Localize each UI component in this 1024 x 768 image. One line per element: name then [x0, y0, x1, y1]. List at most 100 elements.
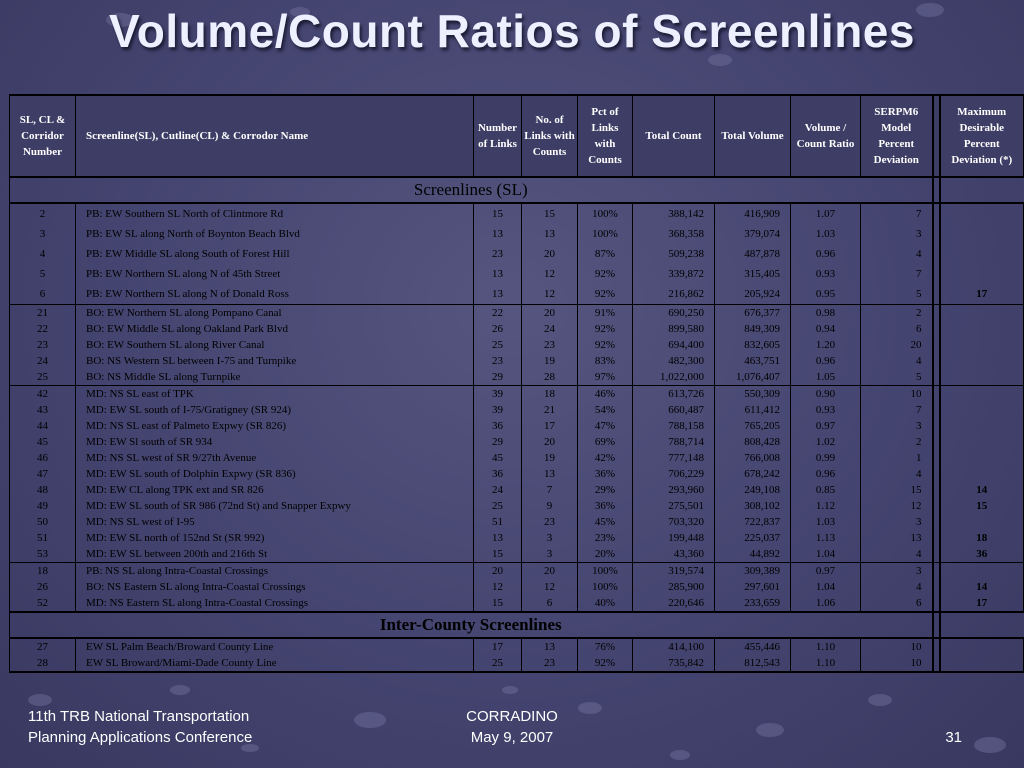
cell-max-deviation — [939, 321, 1024, 337]
cell-pct-links: 92% — [577, 655, 633, 673]
cell-vc-ratio: 0.95 — [790, 284, 861, 305]
cell-num-links: 22 — [473, 304, 522, 321]
cell-vc-ratio: 1.04 — [790, 579, 861, 595]
cell-gap — [931, 498, 941, 514]
cell-sl-number: 18 — [9, 562, 76, 579]
cell-sl-number: 4 — [9, 244, 76, 264]
cell-total-count: 285,900 — [632, 579, 715, 595]
cell-name: BO: EW Northern SL along Pompano Canal — [75, 304, 474, 321]
table-row: 46 MD: NS SL west of SR 9/27th Avenue 45 19… — [9, 450, 1024, 466]
cell-sl-number: 2 — [9, 202, 76, 224]
cell-name: PB: EW Middle SL along South of Forest H… — [75, 244, 474, 264]
cell-max-deviation — [939, 637, 1024, 655]
header-max-deviation: Maximum Desirable Percent Deviation (*) — [939, 95, 1024, 177]
table-row: 50 MD: NS SL west of I-95 51 23 45% 703,320 72… — [9, 514, 1024, 530]
cell-max-deviation — [939, 562, 1024, 579]
cell-serpm-deviation: 4 — [860, 244, 933, 264]
cell-counted-links: 9 — [521, 498, 578, 514]
table-row: 18 PB: NS SL along Intra-Coastal Crossing… — [9, 562, 1024, 579]
cell-counted-links: 13 — [521, 637, 578, 655]
footer-conference-line1: 11th TRB National Transportation — [28, 708, 250, 725]
table-row: 48 MD: EW CL along TPK ext and SR 826 24 7 2… — [9, 482, 1024, 498]
cell-max-deviation — [939, 264, 1024, 284]
section-screenlines: Screenlines (SL) — [9, 176, 1024, 204]
cell-name: BO: EW Southern SL along River Canal — [75, 337, 474, 353]
cell-sl-number: 5 — [9, 264, 76, 284]
cell-sl-number: 27 — [9, 637, 76, 655]
cell-total-volume: 225,037 — [714, 530, 791, 546]
cell-total-count: 414,100 — [632, 637, 715, 655]
section-inter-county: Inter-County Screenlines — [9, 611, 1024, 639]
cell-name: MD: EW SL south of SR 986 (72nd St) and … — [75, 498, 474, 514]
cell-pct-links: 87% — [577, 244, 633, 264]
cell-counted-links: 3 — [521, 546, 578, 563]
cell-total-volume: 309,389 — [714, 562, 791, 579]
cell-total-count: 339,872 — [632, 264, 715, 284]
cell-gap — [931, 244, 941, 264]
table-header-row: SL, CL & Corridor Number Screenline(SL),… — [9, 95, 1024, 177]
cell-serpm-deviation: 3 — [860, 514, 933, 530]
cell-num-links: 39 — [473, 402, 522, 418]
cell-gap — [931, 337, 941, 353]
cell-sl-number: 23 — [9, 337, 76, 353]
cell-total-count: 1,022,000 — [632, 369, 715, 386]
table-row: 42 MD: NS SL east of TPK 39 18 46% 613,726 550… — [9, 385, 1024, 402]
cell-total-count: 319,574 — [632, 562, 715, 579]
cell-name: MD: EW SL north of 152nd St (SR 992) — [75, 530, 474, 546]
cell-serpm-deviation: 7 — [860, 402, 933, 418]
cell-total-count: 220,646 — [632, 595, 715, 612]
cell-serpm-deviation: 10 — [860, 385, 933, 402]
header-sl-number: SL, CL & Corridor Number — [9, 95, 76, 177]
cell-counted-links: 20 — [521, 304, 578, 321]
cell-sl-number: 28 — [9, 655, 76, 673]
cell-max-deviation: 14 — [939, 579, 1024, 595]
cell-num-links: 13 — [473, 530, 522, 546]
cell-vc-ratio: 1.07 — [790, 202, 861, 224]
cell-total-volume: 832,605 — [714, 337, 791, 353]
cell-serpm-deviation: 15 — [860, 482, 933, 498]
cell-total-count: 706,229 — [632, 466, 715, 482]
cell-sl-number: 26 — [9, 579, 76, 595]
cell-sl-number: 6 — [9, 284, 76, 305]
cell-total-count: 690,250 — [632, 304, 715, 321]
cell-pct-links: 46% — [577, 385, 633, 402]
cell-gap — [931, 224, 941, 244]
footer-conference: 11th TRB National Transportation Plannin… — [28, 706, 252, 748]
cell-counted-links: 23 — [521, 337, 578, 353]
cell-total-volume: 233,659 — [714, 595, 791, 612]
cell-max-deviation — [939, 385, 1024, 402]
cell-max-deviation: 17 — [939, 284, 1024, 305]
cell-num-links: 36 — [473, 418, 522, 434]
cell-total-volume: 455,446 — [714, 637, 791, 655]
cell-sl-number: 45 — [9, 434, 76, 450]
cell-gap — [931, 369, 941, 386]
cell-vc-ratio: 1.03 — [790, 224, 861, 244]
cell-gap — [931, 304, 941, 321]
cell-max-deviation — [939, 202, 1024, 224]
cell-sl-number: 47 — [9, 466, 76, 482]
cell-vc-ratio: 0.96 — [790, 466, 861, 482]
cell-max-deviation — [939, 466, 1024, 482]
cell-total-count: 43,360 — [632, 546, 715, 563]
header-gap — [931, 95, 941, 177]
cell-pct-links: 36% — [577, 466, 633, 482]
cell-sl-number: 43 — [9, 402, 76, 418]
cell-pct-links: 45% — [577, 514, 633, 530]
cell-pct-links: 23% — [577, 530, 633, 546]
cell-total-volume: 205,924 — [714, 284, 791, 305]
cell-name: MD: NS SL east of TPK — [75, 385, 474, 402]
cell-name: PB: EW Northern SL along N of Donald Ros… — [75, 284, 474, 305]
cell-name: MD: NS SL west of I-95 — [75, 514, 474, 530]
cell-num-links: 23 — [473, 353, 522, 369]
footer-conference-line2: Planning Applications Conference — [28, 729, 253, 746]
header-total-volume: Total Volume — [714, 95, 791, 177]
cell-vc-ratio: 1.06 — [790, 595, 861, 612]
cell-pct-links: 47% — [577, 418, 633, 434]
cell-max-deviation — [939, 224, 1024, 244]
cell-pct-links: 29% — [577, 482, 633, 498]
footer-page-number: 31 — [945, 729, 962, 746]
cell-total-count: 275,501 — [632, 498, 715, 514]
cell-pct-links: 83% — [577, 353, 633, 369]
cell-name: BO: NS Eastern SL along Intra-Coastal Cr… — [75, 579, 474, 595]
